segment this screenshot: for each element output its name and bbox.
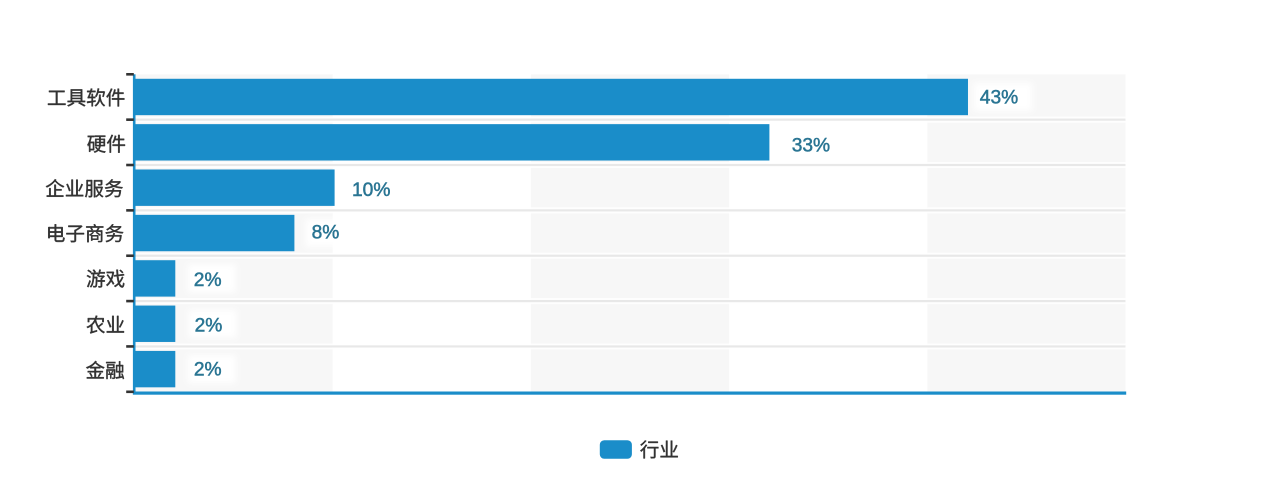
svg-text:33%: 33%: [792, 136, 830, 157]
svg-text:43%: 43%: [980, 87, 1018, 108]
svg-text:2%: 2%: [194, 270, 222, 291]
svg-text:2%: 2%: [194, 359, 222, 380]
svg-text:8%: 8%: [312, 222, 340, 243]
svg-text:2%: 2%: [195, 316, 223, 337]
svg-text:10%: 10%: [352, 180, 390, 201]
